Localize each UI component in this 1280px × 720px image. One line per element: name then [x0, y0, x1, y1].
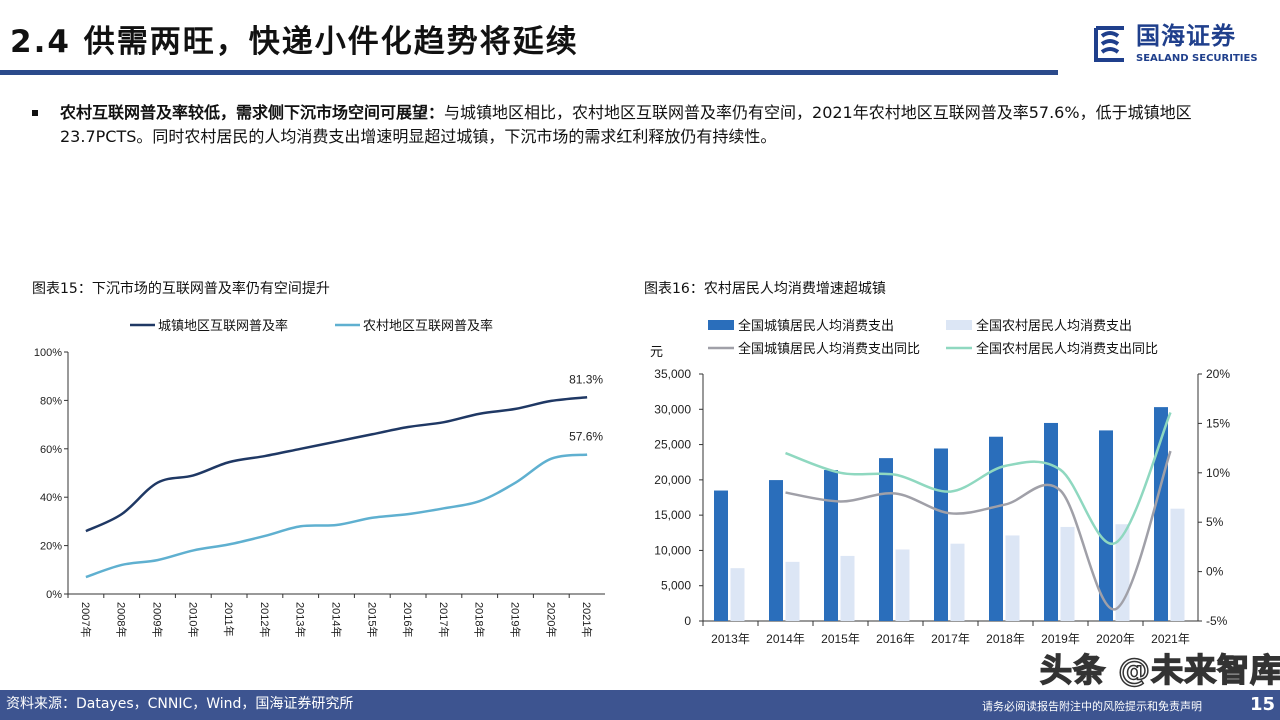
y2-tick-label: 15%	[1206, 416, 1230, 430]
y-tick-label: 80%	[40, 395, 62, 407]
bar-rural	[730, 568, 745, 621]
bullet-icon	[32, 110, 38, 116]
series-line-1	[85, 453, 588, 579]
series-line-0	[85, 396, 588, 533]
x-tick-label: 2021年	[580, 602, 594, 637]
legend-swatch	[946, 320, 972, 330]
bar-rural	[840, 555, 855, 621]
y-tick-label: 60%	[40, 444, 62, 456]
y2-tick-label: 0%	[1206, 565, 1224, 579]
y-tick-label: 30,000	[654, 402, 691, 416]
bar-urban	[879, 458, 893, 621]
bar-urban	[1099, 430, 1113, 621]
bar-urban	[1044, 422, 1058, 621]
watermark: 头条 @未来智库	[1039, 651, 1280, 689]
x-tick-label: 2019年	[1041, 632, 1080, 646]
x-tick-label: 2020年	[544, 602, 558, 637]
title-rule	[0, 70, 1058, 75]
bar-rural	[1060, 526, 1075, 621]
x-tick-label: 2011年	[222, 602, 236, 637]
x-tick-label: 2014年	[766, 632, 805, 646]
bar-rural	[950, 543, 965, 621]
yoy-line-1	[785, 412, 1172, 545]
legend-label: 全国城镇居民人均消费支出同比	[738, 341, 920, 356]
legend-label: 全国农村居民人均消费支出	[976, 318, 1132, 333]
x-tick-label: 2020年	[1096, 632, 1135, 646]
logo: 国海证券 SEALAND SECURITIES	[1092, 22, 1272, 68]
x-tick-label: 2021年	[1151, 632, 1190, 646]
x-tick-label: 2012年	[258, 602, 272, 637]
end-data-label: 81.3%	[569, 372, 603, 386]
legend-label: 全国城镇居民人均消费支出	[738, 318, 894, 333]
bar-rural	[785, 561, 800, 621]
y-tick-label: 0	[684, 614, 691, 628]
disclaimer: 请务必阅读报告附注中的风险提示和免责声明	[982, 700, 1202, 713]
logo-mark-icon	[1094, 26, 1124, 62]
y2-tick-label: 10%	[1206, 466, 1230, 480]
logo-text-cn: 国海证券	[1136, 22, 1236, 50]
logo-text-en: SEALAND SECURITIES	[1136, 53, 1258, 64]
y-tick-label: 5,000	[661, 579, 691, 593]
x-tick-label: 2017年	[437, 602, 451, 637]
x-tick-label: 2010年	[186, 602, 200, 637]
y-tick-label: 20,000	[654, 473, 691, 487]
x-tick-label: 2007年	[79, 602, 93, 637]
legend-swatch	[708, 320, 734, 330]
bullet-paragraph: 农村互联网普及率较低，需求侧下沉市场空间可展望：与城镇地区相比，农村地区互联网普…	[32, 101, 1247, 149]
bullet-text: 与城镇地区相比，农村地区互联网普及率仍有空间，2021年农村地区互联网普及率57…	[60, 103, 1192, 146]
chart16-title: 图表16：农村居民人均消费增速超城镇	[644, 281, 886, 297]
x-tick-label: 2013年	[294, 602, 308, 637]
x-tick-label: 2015年	[821, 632, 860, 646]
bar-urban	[769, 480, 783, 621]
y-tick-label: 25,000	[654, 438, 691, 452]
y2-tick-label: -5%	[1206, 614, 1228, 628]
footer-bar: 资料来源：Datayes，CNNIC，Wind，国海证券研究所 请务必阅读报告附…	[0, 690, 1280, 720]
bar-rural	[1170, 508, 1185, 621]
y-axis-unit: 元	[650, 344, 663, 359]
x-tick-label: 2017年	[931, 632, 970, 646]
legend-label: 城镇地区互联网普及率	[158, 318, 288, 333]
page-title: 2.4 供需两旺，快递小件化趋势将延续	[10, 24, 579, 60]
y-tick-label: 0%	[46, 589, 62, 601]
y-tick-label: 15,000	[654, 508, 691, 522]
x-tick-label: 2016年	[876, 632, 915, 646]
y-tick-label: 10,000	[654, 543, 691, 557]
bar-urban	[824, 470, 838, 621]
source-note: 资料来源：Datayes，CNNIC，Wind，国海证券研究所	[6, 696, 354, 712]
y2-tick-label: 20%	[1206, 367, 1230, 381]
chart15-internet-penetration: 城镇地区互联网普及率 农村地区互联网普及率 0% 20% 40% 60% 80% 100% 20…	[34, 318, 605, 637]
x-tick-label: 2019年	[509, 602, 523, 637]
y-tick-label: 20%	[40, 541, 62, 553]
chart15-title: 图表15：下沉市场的互联网普及率仍有空间提升	[32, 281, 330, 297]
x-tick-label: 2013年	[711, 632, 750, 646]
bar-rural	[895, 549, 910, 621]
bar-urban	[1154, 407, 1168, 621]
y-tick-label: 35,000	[654, 367, 691, 381]
page-number: 15	[1250, 694, 1276, 715]
x-tick-label: 2014年	[330, 602, 344, 637]
bullet-heading: 农村互联网普及率较低，需求侧下沉市场空间可展望：	[60, 103, 445, 122]
bar-rural	[1005, 535, 1020, 621]
bar-urban	[714, 490, 728, 621]
legend-label: 农村地区互联网普及率	[363, 318, 493, 333]
x-tick-label: 2016年	[401, 602, 415, 637]
end-data-label: 57.6%	[569, 430, 603, 444]
x-tick-label: 2018年	[986, 632, 1025, 646]
y-tick-label: 40%	[40, 492, 62, 504]
x-tick-label: 2018年	[473, 602, 487, 637]
legend-label: 全国农村居民人均消费支出同比	[976, 341, 1158, 356]
x-tick-label: 2008年	[115, 602, 129, 637]
y-tick-label: 100%	[34, 347, 62, 359]
bar-urban	[934, 448, 948, 621]
bar-urban	[989, 436, 1003, 621]
x-tick-label: 2015年	[365, 602, 379, 637]
x-tick-label: 2009年	[151, 602, 165, 637]
y2-tick-label: 5%	[1206, 515, 1224, 529]
